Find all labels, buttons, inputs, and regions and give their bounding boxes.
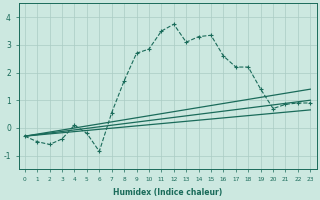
X-axis label: Humidex (Indice chaleur): Humidex (Indice chaleur)	[113, 188, 222, 197]
